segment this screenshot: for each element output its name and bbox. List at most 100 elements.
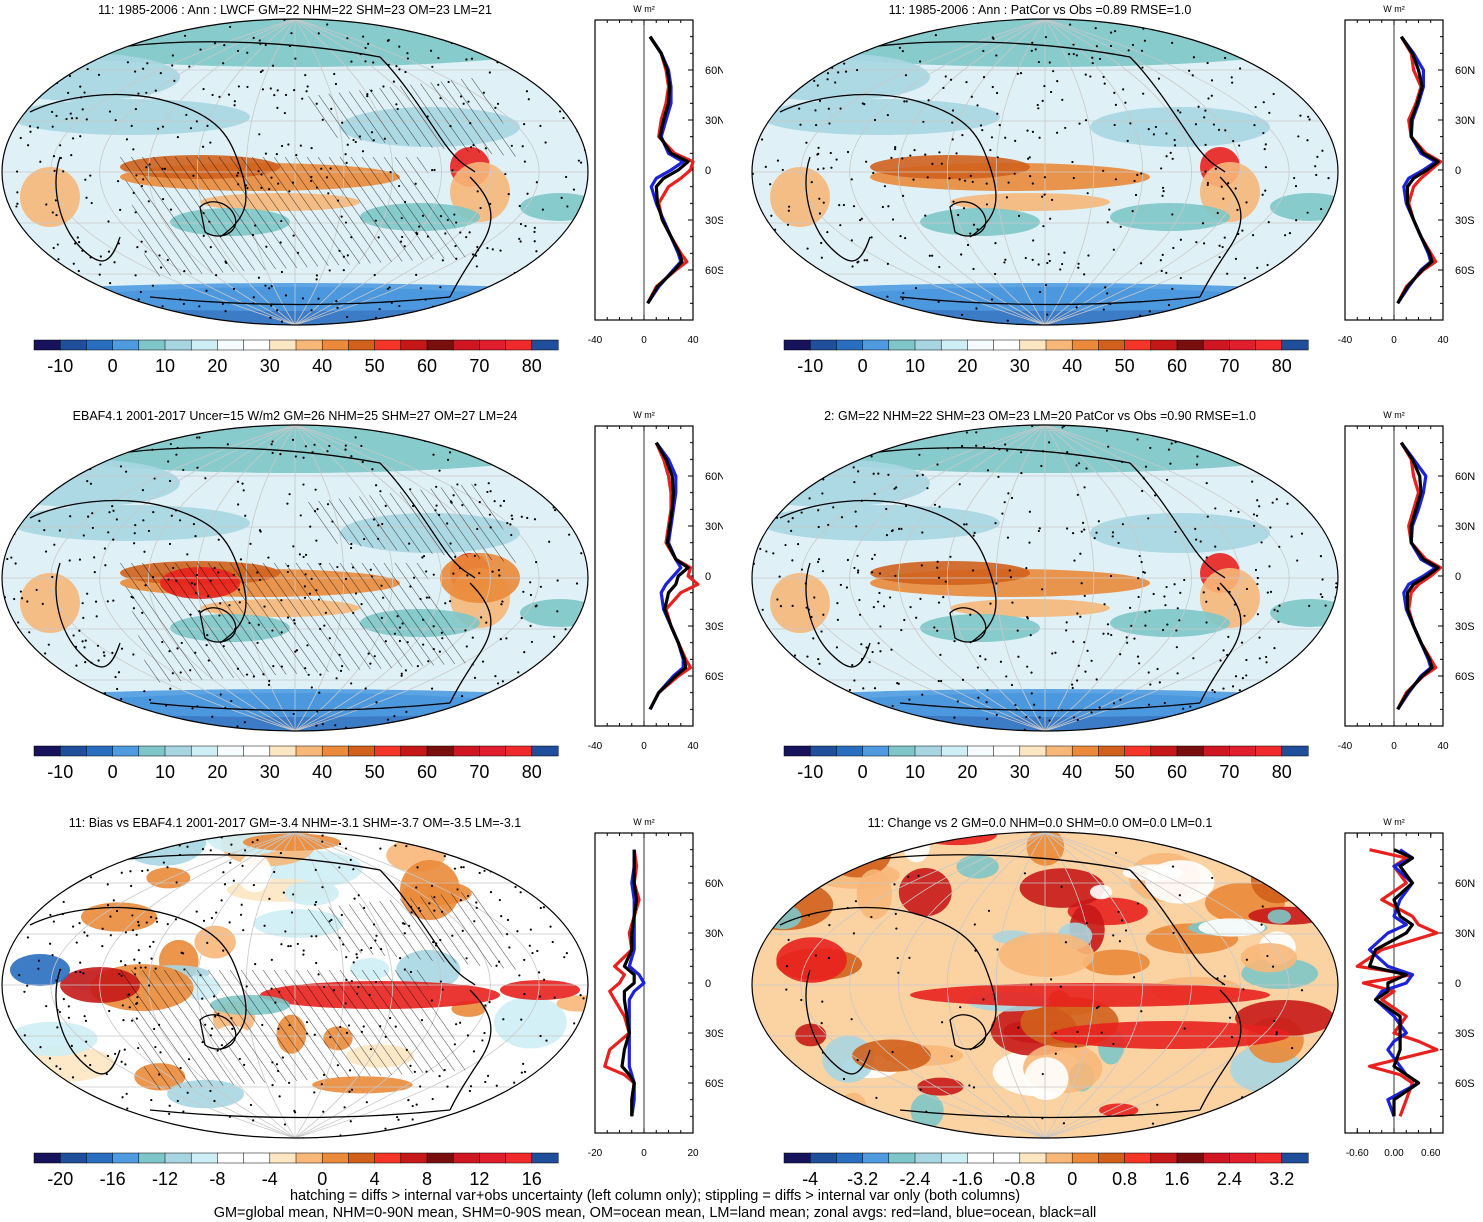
stipple-dot <box>973 531 976 534</box>
stipple-dot <box>894 146 897 149</box>
stipple-dot <box>459 231 462 234</box>
stipple-dot <box>1278 545 1281 548</box>
zonal-line-ocean <box>648 441 685 711</box>
stipple-dot <box>414 20 417 23</box>
stipple-dot <box>580 552 583 555</box>
stipple-dot <box>1008 569 1011 572</box>
stipple-dot <box>3 1074 6 1077</box>
stipple-dot <box>836 601 839 605</box>
zonal-line-land <box>603 849 641 1117</box>
stipple-dot <box>313 443 316 446</box>
stipple-dot <box>54 199 58 202</box>
stipple-dot <box>782 292 785 295</box>
stipple-dot <box>518 204 521 208</box>
stipple-dot <box>122 1019 125 1022</box>
stipple-dot <box>1166 623 1169 626</box>
stipple-dot <box>364 687 367 690</box>
stipple-dot <box>1179 591 1182 594</box>
colorbar-swatch <box>452 745 480 757</box>
stipple-dot <box>315 274 318 277</box>
stipple-dot <box>302 456 305 459</box>
stipple-dot <box>565 175 568 179</box>
map-gridline <box>99 832 296 1138</box>
stipple-dot <box>81 249 84 252</box>
stipple-dot <box>1213 690 1216 694</box>
stipple-dot <box>872 606 875 609</box>
stipple-dot <box>806 1132 809 1136</box>
stipple-dot <box>371 468 374 471</box>
stipple-dot <box>40 701 43 704</box>
stipple-dot <box>1071 532 1075 535</box>
stipple-dot <box>573 71 577 74</box>
stipple-dot <box>1014 139 1017 143</box>
stipple-dot <box>534 77 537 80</box>
stipple-dot <box>522 310 525 313</box>
colorbar-label: 20 <box>957 762 977 782</box>
stipple-dot <box>986 469 990 472</box>
stipple-dot <box>1319 554 1323 558</box>
stipple-dot <box>396 729 399 731</box>
stipple-dot <box>560 669 563 672</box>
stipple-dot <box>1152 592 1155 596</box>
stipple-dot <box>891 704 894 708</box>
stipple-dot <box>556 860 559 863</box>
stipple-dot <box>26 936 29 939</box>
stipple-dot <box>1029 633 1032 637</box>
stipple-dot <box>232 879 235 882</box>
stipple-dot <box>539 1034 542 1038</box>
map-coastline <box>805 969 871 1075</box>
stipple-dot <box>1308 118 1311 121</box>
stipple-dot <box>51 323 54 325</box>
stipple-dot <box>766 299 769 303</box>
stipple-dot <box>344 847 348 850</box>
stipple-dot <box>844 70 848 73</box>
stipple-dot <box>1266 719 1269 722</box>
stipple-dot <box>315 961 318 965</box>
stipple-dot <box>1240 641 1244 644</box>
stipple-dot <box>175 453 178 456</box>
stipple-dot <box>45 897 48 900</box>
stipple-dot <box>107 220 110 223</box>
stipple-dot <box>959 423 961 424</box>
stipple-dot <box>72 634 75 637</box>
colorbar-model: -100102030405060708090 <box>33 339 559 376</box>
stipple-dot <box>913 149 916 152</box>
stipple-dot <box>844 45 848 48</box>
stipple-dot <box>960 253 963 256</box>
map-coastline <box>55 156 121 262</box>
stipple-dot <box>822 286 825 289</box>
stipple-dot <box>1321 578 1324 581</box>
stipple-dot <box>1086 649 1089 652</box>
stipple-dot <box>854 510 857 513</box>
stipple-dot <box>1006 1115 1010 1118</box>
colorbar-swatch <box>112 339 140 351</box>
stipple-dot <box>781 168 784 172</box>
stipple-dot <box>3 251 7 254</box>
stipple-dot <box>804 483 807 486</box>
stipple-dot <box>1165 271 1168 274</box>
stipple-dot <box>845 449 848 452</box>
stipple-dot <box>113 261 116 264</box>
stipple-dot <box>554 62 557 66</box>
stipple-dot <box>1289 838 1292 841</box>
stipple-dot <box>166 923 169 926</box>
stipple-dot <box>155 920 159 923</box>
stipple-dot <box>916 474 919 477</box>
stipple-dot <box>1149 683 1152 686</box>
stipple-dot <box>4 465 8 468</box>
zonal-lat-label: 60N <box>705 471 723 483</box>
map-blob <box>956 854 999 879</box>
stipple-dot <box>392 80 396 83</box>
stipple-dot <box>1308 604 1311 608</box>
stipple-dot <box>818 197 821 200</box>
stipple-dot <box>1071 686 1074 690</box>
colorbar-swatch <box>400 339 428 351</box>
stipple-dot <box>101 927 104 930</box>
stipple-dot <box>502 1018 505 1021</box>
stipple-dot <box>349 858 352 861</box>
stipple-dot <box>62 65 65 68</box>
map-gridline <box>800 425 1046 731</box>
map-blob <box>1240 943 1298 973</box>
colorbar-label: 0 <box>858 356 868 376</box>
